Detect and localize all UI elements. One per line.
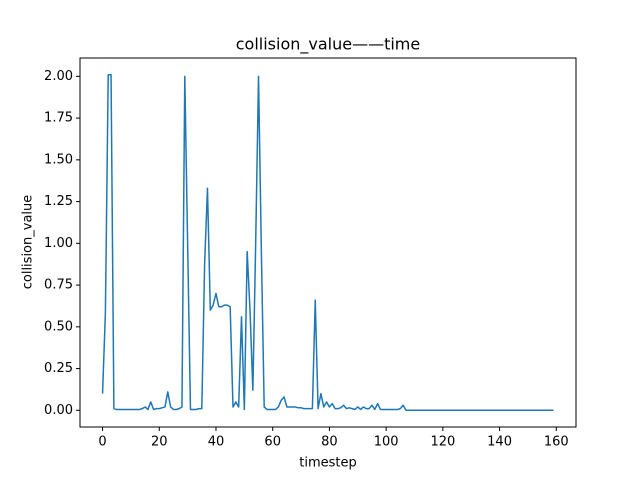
- y-tick-label: 1.75: [44, 111, 73, 126]
- x-tick-label: 120: [430, 435, 455, 450]
- y-tick-label: 0.50: [44, 319, 73, 334]
- x-tick-label: 100: [374, 435, 399, 450]
- x-tick-label: 160: [544, 435, 569, 450]
- y-axis-label: collision_value: [21, 195, 36, 290]
- axes-frame: [79, 57, 577, 428]
- y-tick-label: 0.75: [44, 278, 73, 293]
- x-tick-label: 80: [321, 435, 338, 450]
- y-tick-label: 2.00: [44, 69, 73, 84]
- x-tick-label: 140: [487, 435, 512, 450]
- y-tick-label: 0.25: [44, 361, 73, 376]
- data-line: [101, 73, 554, 412]
- x-tick-label: 20: [151, 435, 168, 450]
- x-tick-label: 60: [264, 435, 281, 450]
- x-tick-label: 40: [208, 435, 225, 450]
- y-tick-label: 1.25: [44, 194, 73, 209]
- x-tick-label: 0: [98, 435, 106, 450]
- y-tick-label: 1.50: [44, 152, 73, 167]
- x-axis-label: timestep: [299, 456, 357, 471]
- chart-title: collision_value——time: [236, 35, 420, 55]
- y-tick-label: 0.00: [44, 403, 73, 418]
- y-tick-label: 1.00: [44, 236, 73, 251]
